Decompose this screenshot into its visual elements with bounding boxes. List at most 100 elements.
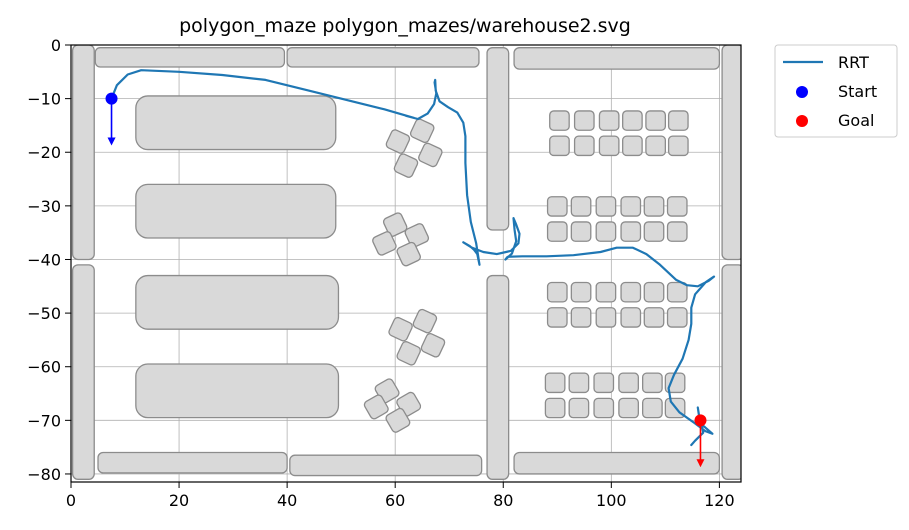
rotated-box — [363, 394, 389, 420]
shelf-box — [643, 281, 665, 303]
rrt-path-layer — [110, 69, 716, 447]
shelf-box — [593, 397, 615, 419]
shelf-box — [622, 135, 643, 157]
shelf-box — [666, 221, 688, 242]
shelf-box — [570, 196, 592, 217]
rotated-box — [385, 407, 411, 433]
shelf-box — [645, 110, 667, 131]
legend-start-label: Start — [838, 82, 877, 101]
obstacle — [94, 47, 286, 68]
rotated-box — [385, 129, 411, 154]
shelf-box — [593, 372, 615, 394]
shelf-box — [570, 221, 592, 242]
shelf-box — [598, 135, 620, 157]
x-tick-label: 20 — [169, 491, 189, 510]
shelf-box — [546, 196, 568, 217]
obstacle — [135, 95, 337, 151]
x-tick-label: 60 — [385, 491, 405, 510]
y-tick-label: −80 — [27, 465, 61, 484]
obstacle — [71, 45, 95, 261]
shelf-box — [643, 196, 665, 217]
obstacle — [486, 47, 510, 231]
rotated-box — [372, 231, 397, 256]
obstacle — [721, 45, 741, 261]
shelf-box — [598, 110, 620, 131]
y-tick-label: −60 — [27, 358, 61, 377]
shelf-box — [568, 372, 590, 394]
legend: RRT Start Goal — [774, 44, 898, 138]
shelf-box — [595, 281, 617, 303]
shelf-box — [573, 110, 595, 131]
start-marker — [105, 92, 118, 105]
shelf-box — [546, 281, 568, 303]
shelf-box — [667, 110, 689, 131]
obstacle — [721, 264, 741, 480]
y-tick-label: −70 — [27, 411, 61, 430]
shelf-box — [666, 307, 688, 328]
shelf-box — [618, 372, 639, 394]
rotated-box — [412, 308, 438, 334]
plot-frame — [70, 44, 742, 483]
shelf-box — [570, 307, 592, 328]
legend-start-marker — [796, 86, 808, 98]
shelf-box — [666, 196, 688, 217]
rotated-box — [396, 341, 421, 366]
rrt-path — [110, 69, 716, 447]
shelf-box — [667, 135, 689, 157]
obstacle — [71, 264, 95, 480]
obstacle — [135, 363, 340, 419]
rotated-box — [382, 212, 408, 237]
obstacle — [513, 47, 721, 70]
obstacle — [97, 451, 288, 474]
shelf-box — [645, 135, 667, 157]
rotated-box — [388, 316, 413, 342]
shelf-box — [544, 397, 566, 419]
shelf-box — [620, 221, 642, 242]
goal-marker — [694, 414, 707, 427]
y-tick-label: −50 — [27, 304, 61, 323]
obstacle — [289, 454, 483, 477]
shelf-box — [546, 307, 568, 328]
x-tick-label: 0 — [66, 491, 76, 510]
rotated-box — [409, 118, 435, 144]
shelf-box — [595, 307, 617, 328]
obstacle — [486, 274, 510, 480]
shelf-box — [595, 196, 617, 217]
shelf-box — [549, 135, 570, 157]
rotated-box — [404, 223, 430, 248]
y-tick-label: −10 — [27, 90, 61, 109]
y-tick-label: −40 — [27, 250, 61, 269]
chart-title: polygon_maze polygon_mazes/warehouse2.sv… — [179, 15, 631, 37]
shelf-box — [573, 135, 595, 157]
shelf-box — [546, 221, 568, 242]
axis-ticks: 0 20 40 60 80 100 120 0 −10 −20 −30 −40 −50 −60 −70 −80 — [27, 36, 734, 510]
x-tick-label: 100 — [596, 491, 627, 510]
y-tick-label: −30 — [27, 197, 61, 216]
shelf-box — [642, 397, 663, 419]
x-tick-label: 120 — [704, 491, 735, 510]
legend-box — [774, 44, 898, 138]
x-tick-label: 40 — [277, 491, 297, 510]
legend-goal-label: Goal — [838, 111, 874, 130]
shelf-box — [622, 110, 643, 131]
shelf-box — [595, 221, 617, 242]
shelf-box — [620, 196, 642, 217]
shelf-box — [643, 221, 665, 242]
obstacle — [135, 274, 340, 330]
shelf-box — [643, 307, 665, 328]
shelf-box — [620, 281, 642, 303]
shelf-box — [620, 307, 642, 328]
shelf-box — [618, 397, 639, 419]
shelf-box — [549, 110, 570, 131]
shelf-box — [544, 372, 566, 394]
rotated-box — [418, 142, 443, 168]
y-tick-label: −20 — [27, 143, 61, 162]
obstacle — [135, 183, 337, 239]
obstacle — [513, 451, 721, 475]
obstacles — [71, 45, 741, 480]
rotated-box — [393, 153, 419, 178]
obstacle — [286, 47, 480, 68]
legend-goal-marker — [796, 115, 808, 127]
shelf-box — [666, 281, 688, 303]
